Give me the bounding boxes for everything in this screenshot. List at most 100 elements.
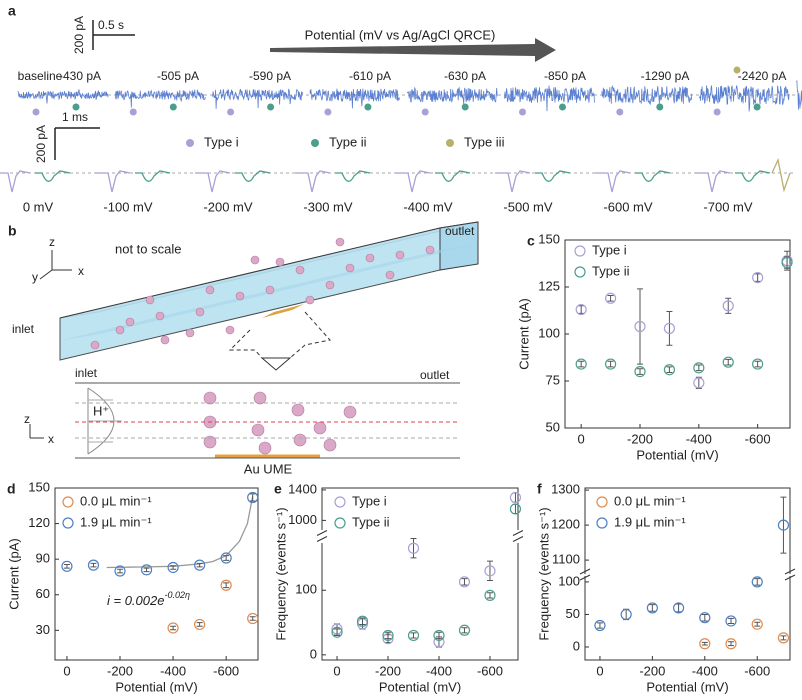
- particles: [90, 237, 435, 455]
- event-dot: [421, 108, 429, 116]
- trace: [796, 79, 802, 110]
- trace-label: -590 pA: [249, 69, 291, 83]
- legend-marker: [334, 517, 346, 529]
- particle: [225, 325, 235, 335]
- spike: [195, 170, 231, 193]
- x-tick-label: 0: [333, 663, 340, 678]
- y-tick-label: 100: [558, 573, 580, 588]
- particle: [125, 317, 135, 327]
- legend-marker: [574, 245, 586, 257]
- trace: [114, 88, 206, 108]
- y-tick-label: 150: [538, 231, 560, 246]
- annotation: i = 0.002e-0.02η: [107, 590, 190, 608]
- error-bar: [666, 310, 673, 346]
- particle: [203, 391, 217, 405]
- potential-label: -500 mV: [503, 199, 552, 214]
- x-axis-label: Potential (mV): [646, 679, 728, 694]
- axes-icon: [39, 250, 72, 280]
- y-tick-label: 125: [538, 278, 560, 293]
- axis-letter: x: [78, 264, 84, 278]
- panel-label: b: [8, 223, 17, 239]
- marker: [722, 356, 734, 368]
- y-axis-label: Current (pA): [6, 538, 21, 610]
- particle: [343, 405, 357, 419]
- marker: [509, 491, 522, 504]
- particle: [291, 403, 305, 417]
- marker: [167, 622, 179, 634]
- marker: [725, 615, 737, 627]
- spike: [595, 170, 631, 193]
- error-bar: [607, 360, 614, 368]
- axis-letter: y: [32, 270, 38, 284]
- particle: [293, 433, 307, 447]
- spike: [771, 157, 791, 193]
- marker: [646, 602, 658, 614]
- potential-label: -400 mV: [403, 199, 452, 214]
- event-dot: [267, 103, 275, 111]
- spike: [135, 170, 171, 182]
- arrow-label: Potential (mV vs Ag/AgCl QRCE): [305, 27, 496, 42]
- error-bar: [754, 360, 761, 368]
- scale-label: 0.5 s: [98, 18, 124, 32]
- x-tick-label: -600: [213, 663, 239, 678]
- marker: [509, 503, 522, 515]
- spike: [395, 170, 431, 193]
- legend-label: 0.0 μL min⁻¹: [80, 493, 152, 508]
- inset: [29, 382, 460, 459]
- scale-label: 200 pA: [34, 125, 48, 163]
- particle: [185, 328, 195, 338]
- axis-break: [579, 568, 591, 581]
- particle: [313, 421, 327, 435]
- event-dot: [364, 103, 372, 111]
- marker: [114, 565, 126, 577]
- error-bar: [461, 627, 468, 634]
- y-tick-label: 100: [538, 325, 560, 340]
- y-tick-label: 30: [36, 622, 50, 637]
- marker: [458, 576, 471, 588]
- legend-label: Type i: [204, 134, 239, 149]
- trace-label: -630 pA: [444, 69, 486, 83]
- trace-label: -610 pA: [349, 69, 391, 83]
- marker: [433, 629, 445, 642]
- error-bar: [754, 273, 761, 282]
- marker: [663, 322, 676, 334]
- traces: [17, 66, 802, 116]
- trace-label: -850 pA: [544, 69, 586, 83]
- legend-label: 0.0 μL min⁻¹: [614, 493, 686, 508]
- axis-letter: z: [24, 412, 30, 426]
- x-tick-label: -200: [107, 663, 133, 678]
- marker: [382, 629, 394, 642]
- marker: [699, 612, 711, 624]
- marker: [751, 576, 763, 588]
- event-dot: [656, 103, 664, 111]
- error-bar: [701, 641, 708, 646]
- x-tick-label: -400: [160, 663, 186, 678]
- legend-marker: [62, 496, 74, 508]
- axis-break: [784, 568, 796, 581]
- marker: [693, 377, 705, 389]
- marker: [575, 303, 587, 316]
- spike: [635, 170, 671, 182]
- event-dot: [169, 103, 177, 111]
- inlet-label: inlet: [12, 322, 35, 336]
- legend-dot: [446, 139, 454, 147]
- marker: [751, 618, 763, 630]
- scale-label: 200 pA: [72, 16, 86, 54]
- panel-label: e: [274, 481, 282, 497]
- particle: [195, 307, 205, 317]
- y-tick-label: 1300: [551, 482, 580, 497]
- panel-label: c: [527, 233, 535, 249]
- outlet-label: outlet: [445, 224, 475, 238]
- legend-label: Type ii: [592, 263, 630, 278]
- x-axis-label: Potential (mV): [379, 679, 461, 694]
- trace-label: -2420 pA: [738, 69, 787, 83]
- trace: [17, 89, 109, 104]
- y-tick-label: 120: [28, 515, 50, 530]
- error-bar: [486, 560, 493, 582]
- y-axis-label: Frequency (events s⁻¹): [536, 507, 551, 640]
- particle: [345, 263, 355, 273]
- x-axis-label: Potential (mV): [636, 447, 718, 462]
- trace-label: -505 pA: [157, 69, 199, 83]
- particle: [305, 295, 315, 305]
- particle: [251, 423, 265, 437]
